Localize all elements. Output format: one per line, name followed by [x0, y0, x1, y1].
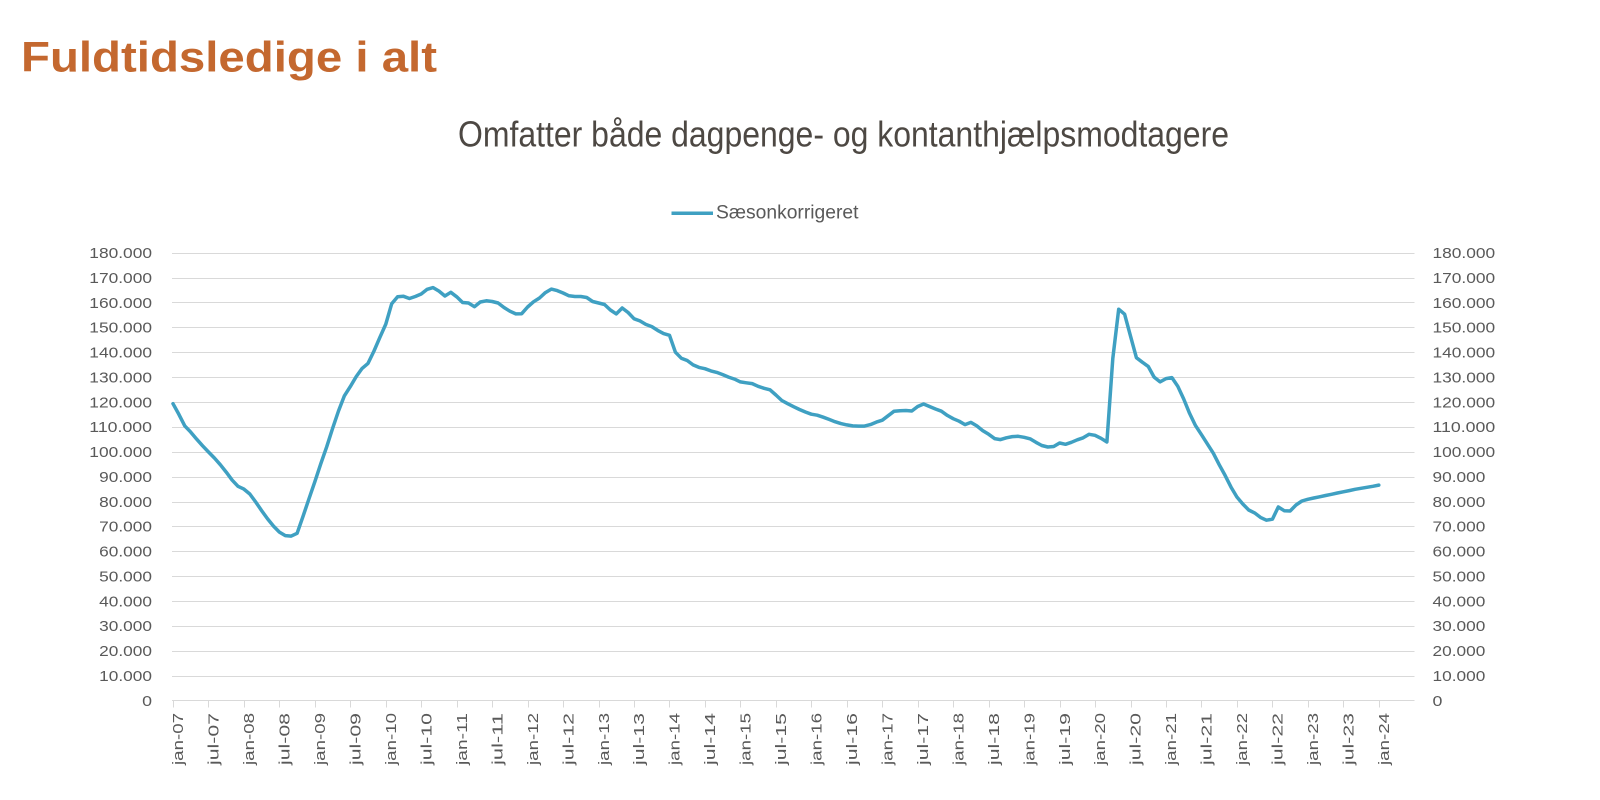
svg-text:20.000: 20.000: [99, 643, 152, 660]
svg-text:jan-20: jan-20: [1092, 713, 1109, 766]
svg-text:jan-08: jan-08: [241, 713, 258, 766]
svg-text:160.000: 160.000: [89, 295, 152, 312]
svg-text:60.000: 60.000: [1433, 544, 1486, 561]
svg-text:80.000: 80.000: [99, 494, 152, 511]
svg-text:jan-09: jan-09: [312, 713, 329, 766]
svg-text:90.000: 90.000: [1433, 469, 1486, 486]
svg-text:170.000: 170.000: [1433, 270, 1496, 287]
svg-text:180.000: 180.000: [1433, 245, 1496, 262]
svg-text:150.000: 150.000: [1433, 320, 1496, 337]
svg-text:60.000: 60.000: [99, 544, 152, 561]
svg-text:jan-17: jan-17: [880, 713, 897, 766]
svg-text:80.000: 80.000: [1433, 494, 1486, 511]
svg-text:50.000: 50.000: [1433, 568, 1486, 585]
svg-text:jul-20: jul-20: [1128, 713, 1145, 766]
svg-text:40.000: 40.000: [99, 593, 152, 610]
svg-text:jan-19: jan-19: [1021, 713, 1038, 766]
svg-text:100.000: 100.000: [1433, 444, 1496, 461]
svg-text:jan-12: jan-12: [525, 713, 542, 766]
svg-text:130.000: 130.000: [89, 369, 152, 386]
svg-text:70.000: 70.000: [1433, 519, 1486, 536]
svg-text:jan-13: jan-13: [596, 713, 613, 766]
svg-text:110.000: 110.000: [89, 419, 152, 436]
svg-text:jul-09: jul-09: [348, 713, 365, 766]
svg-text:Sæsonkorrigeret: Sæsonkorrigeret: [716, 202, 859, 223]
svg-text:120.000: 120.000: [89, 394, 152, 411]
svg-text:jan-11: jan-11: [454, 713, 471, 766]
svg-text:180.000: 180.000: [89, 245, 152, 262]
svg-text:0: 0: [142, 693, 152, 710]
svg-text:20.000: 20.000: [1433, 643, 1486, 660]
svg-text:170.000: 170.000: [89, 270, 152, 287]
svg-text:jan-22: jan-22: [1234, 713, 1251, 766]
svg-text:110.000: 110.000: [1433, 419, 1496, 436]
svg-text:jul-10: jul-10: [418, 713, 435, 766]
svg-text:140.000: 140.000: [1433, 345, 1496, 362]
svg-text:Fuldtidsledige i alt: Fuldtidsledige i alt: [21, 34, 437, 82]
svg-text:30.000: 30.000: [99, 618, 152, 635]
svg-text:jul-13: jul-13: [631, 713, 648, 766]
svg-text:10.000: 10.000: [1433, 668, 1486, 685]
svg-text:jan-24: jan-24: [1376, 713, 1393, 766]
svg-text:100.000: 100.000: [89, 444, 152, 461]
svg-text:50.000: 50.000: [99, 568, 152, 585]
svg-text:jan-21: jan-21: [1163, 713, 1180, 766]
svg-text:160.000: 160.000: [1433, 295, 1496, 312]
svg-text:jul-14: jul-14: [702, 713, 719, 766]
svg-text:90.000: 90.000: [99, 469, 152, 486]
svg-text:jul-07: jul-07: [206, 713, 223, 766]
svg-text:120.000: 120.000: [1433, 394, 1496, 411]
svg-text:70.000: 70.000: [99, 519, 152, 536]
svg-text:jan-15: jan-15: [738, 713, 755, 766]
svg-text:Omfatter både dagpenge- og kon: Omfatter både dagpenge- og kontanthjælps…: [458, 114, 1229, 155]
svg-text:jan-07: jan-07: [170, 713, 187, 766]
svg-text:jul-22: jul-22: [1270, 713, 1287, 766]
svg-text:jan-14: jan-14: [667, 713, 684, 766]
svg-text:jul-21: jul-21: [1199, 713, 1216, 766]
svg-text:130.000: 130.000: [1433, 369, 1496, 386]
svg-text:jul-16: jul-16: [844, 713, 861, 766]
svg-text:30.000: 30.000: [1433, 618, 1486, 635]
svg-text:jan-18: jan-18: [950, 713, 967, 766]
svg-text:jul-23: jul-23: [1341, 713, 1358, 766]
svg-text:40.000: 40.000: [1433, 593, 1486, 610]
svg-text:jul-19: jul-19: [1057, 713, 1074, 766]
svg-text:150.000: 150.000: [89, 320, 152, 337]
svg-text:jul-12: jul-12: [560, 713, 577, 766]
svg-text:jul-08: jul-08: [277, 713, 294, 766]
svg-text:jul-18: jul-18: [986, 713, 1003, 766]
svg-text:jan-10: jan-10: [383, 713, 400, 766]
svg-text:jan-23: jan-23: [1305, 713, 1322, 766]
svg-text:10.000: 10.000: [99, 668, 152, 685]
svg-text:jan-16: jan-16: [809, 713, 826, 766]
svg-text:140.000: 140.000: [89, 345, 152, 362]
svg-text:jul-17: jul-17: [915, 713, 932, 766]
svg-text:jul-15: jul-15: [773, 713, 790, 766]
svg-text:0: 0: [1433, 693, 1443, 710]
svg-text:jul-11: jul-11: [489, 713, 506, 766]
